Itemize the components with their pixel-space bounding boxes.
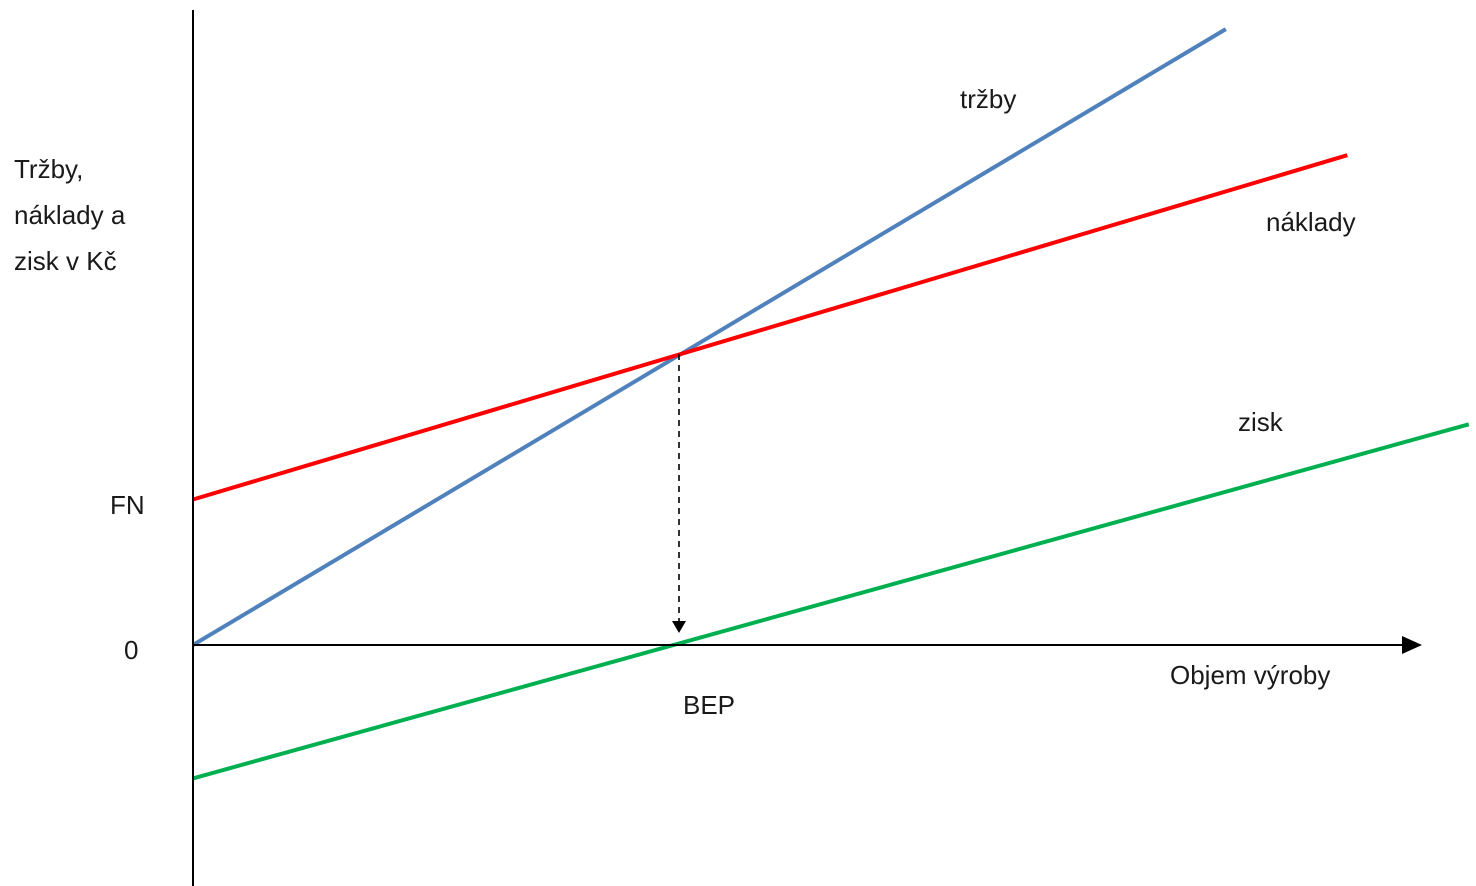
y-axis-label-line: Tržby,	[14, 154, 84, 184]
series-line-0	[191, 27, 1227, 647]
zero-tick-label: 0	[124, 635, 138, 665]
y-axis-label-line: zisk v Kč	[14, 246, 117, 276]
break-even-drop-arrowhead	[672, 621, 686, 633]
break-even-label: BEP	[683, 690, 735, 720]
series-layer	[191, 27, 1470, 781]
x-axis-label: Objem výroby	[1170, 660, 1330, 690]
fixed-costs-tick-label: FN	[110, 490, 145, 520]
series-label-naklady: náklady	[1266, 207, 1356, 237]
y-axis-label-line: náklady a	[14, 200, 126, 230]
series-label-trzby: tržby	[960, 84, 1016, 114]
series-line-1	[192, 153, 1348, 502]
series-label-zisk: zisk	[1238, 407, 1284, 437]
y-axis-label: Tržby, náklady a zisk v Kč	[14, 146, 194, 284]
x-axis-arrowhead	[1402, 636, 1422, 654]
series-line-2	[192, 422, 1470, 781]
